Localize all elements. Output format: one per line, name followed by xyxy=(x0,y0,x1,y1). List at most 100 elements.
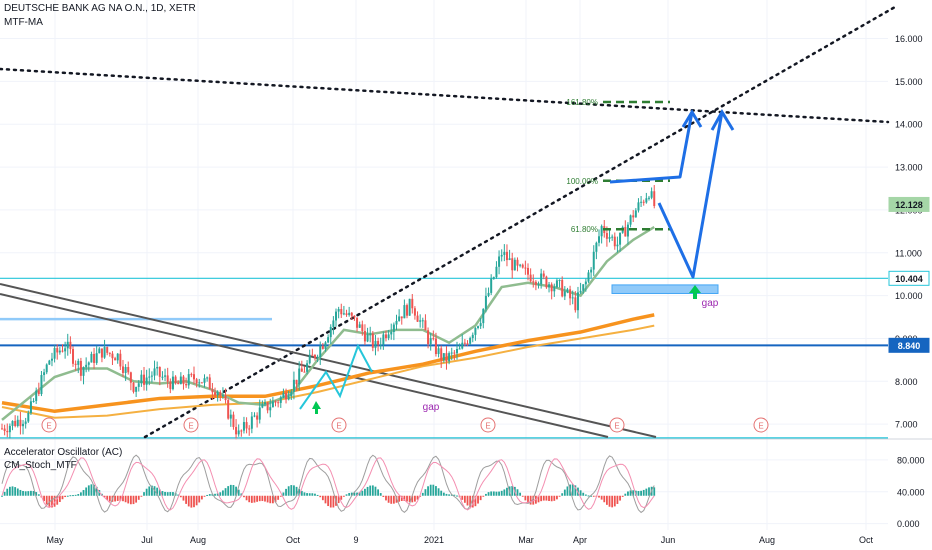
main-grid xyxy=(0,0,888,530)
candle-body xyxy=(313,355,316,358)
channel-line-upper xyxy=(0,283,657,438)
ac-bar xyxy=(69,495,72,497)
candle-body xyxy=(129,372,132,383)
ac-bar xyxy=(337,495,340,504)
price-badge-label: 10.404 xyxy=(895,274,923,284)
ac-bar xyxy=(611,495,614,508)
candle-body xyxy=(22,423,25,427)
fib-label: 100.00% xyxy=(566,177,598,186)
candle-body xyxy=(74,363,77,365)
ac-bar xyxy=(87,485,90,496)
candle-body xyxy=(329,326,332,338)
candle-body xyxy=(227,400,230,419)
candle-body xyxy=(274,401,277,403)
ac-bar xyxy=(240,493,243,496)
candle-body xyxy=(211,389,214,393)
ac-bar xyxy=(353,492,356,496)
candle-body xyxy=(93,353,96,363)
candle-body xyxy=(271,401,274,408)
ac-bar xyxy=(321,495,324,501)
ac-bar xyxy=(145,488,148,496)
candle-body xyxy=(98,348,101,354)
price-badge xyxy=(888,196,930,212)
candle-body xyxy=(303,371,306,373)
ac-bar xyxy=(80,492,82,496)
candle-body xyxy=(463,342,466,344)
earnings-label: E xyxy=(188,422,193,431)
candle-body xyxy=(140,374,143,384)
ac-bar xyxy=(35,492,38,496)
candle-body xyxy=(32,400,35,402)
candle-body xyxy=(340,308,343,315)
x-tick-label: Oct xyxy=(859,535,874,545)
ac-bar xyxy=(532,495,535,505)
candle-body xyxy=(390,331,393,335)
ac-bar xyxy=(550,495,553,502)
ac-bar xyxy=(563,489,566,496)
candle-body xyxy=(335,311,338,321)
candle-body xyxy=(427,330,430,345)
ac-bar xyxy=(364,488,366,496)
ac-bar xyxy=(287,486,290,496)
x-tick-label: Aug xyxy=(190,535,206,545)
ac-bar xyxy=(114,495,116,502)
ac-bar xyxy=(387,495,390,503)
ac-bar xyxy=(406,495,408,502)
ma-green-line xyxy=(1,226,655,421)
candle-body xyxy=(237,430,240,435)
ac-bar xyxy=(424,489,427,496)
candle-body xyxy=(469,338,472,344)
ac-bar xyxy=(208,494,211,496)
ac-bar xyxy=(548,495,550,501)
ac-bar xyxy=(343,495,345,497)
sub-grid xyxy=(0,459,888,525)
ac-bar xyxy=(511,485,514,496)
ac-bar xyxy=(516,489,519,496)
ac-bar xyxy=(290,485,293,496)
candle-body xyxy=(377,340,380,345)
ac-bar xyxy=(16,488,19,496)
candle-body xyxy=(127,367,130,373)
ac-bar xyxy=(140,495,143,497)
candle-body xyxy=(24,421,27,424)
indicator-label-ac: Accelerator Oscillator (AC) xyxy=(4,447,123,458)
ac-bar xyxy=(129,495,132,505)
x-tick-label: Jun xyxy=(661,535,676,545)
ac-bar xyxy=(14,487,17,496)
candle-body xyxy=(595,242,598,252)
candle-body xyxy=(114,358,117,361)
candle-body xyxy=(298,368,301,385)
ma-orange-line xyxy=(1,313,655,414)
ac-bar xyxy=(350,492,353,496)
ac-bar xyxy=(453,494,456,496)
ac-bar xyxy=(137,495,140,500)
candle-body xyxy=(177,382,180,385)
candle-body xyxy=(374,340,377,348)
ac-bar xyxy=(471,495,474,508)
candle-body xyxy=(164,375,167,377)
ac-bar xyxy=(216,493,219,496)
candle-body xyxy=(250,416,253,429)
candle-body xyxy=(440,348,443,361)
candle-body xyxy=(11,420,14,426)
ac-bar xyxy=(185,495,187,504)
candle-body xyxy=(14,420,17,426)
candle-body xyxy=(216,392,219,396)
candle-body xyxy=(279,397,282,403)
ac-bar xyxy=(382,495,385,497)
candle-body xyxy=(195,379,198,384)
ac-bar xyxy=(135,495,138,503)
ac-bar xyxy=(148,486,151,496)
candle-body xyxy=(558,279,561,281)
ac-bar xyxy=(379,493,382,496)
candle-body xyxy=(392,324,395,332)
candle-body xyxy=(424,320,427,331)
candle-body xyxy=(524,267,527,269)
candle-body xyxy=(337,308,340,312)
ac-bar xyxy=(442,492,445,496)
candle-body xyxy=(319,346,322,357)
ac-bar xyxy=(440,490,443,496)
candle-body xyxy=(143,374,146,385)
earnings-marker xyxy=(331,417,347,433)
candle-body xyxy=(406,305,409,316)
